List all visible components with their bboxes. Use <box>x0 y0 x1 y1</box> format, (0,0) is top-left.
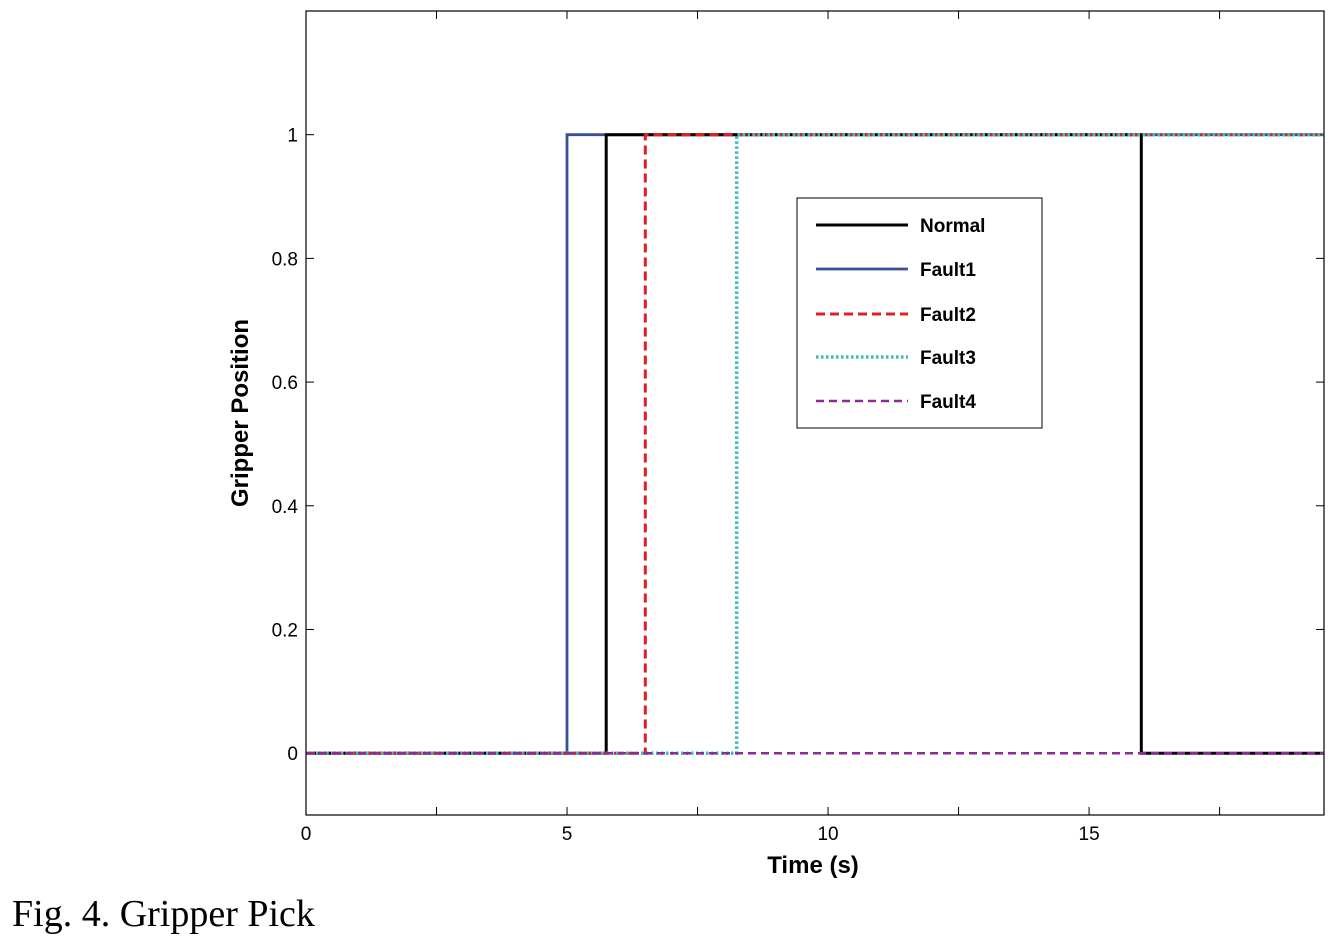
figure-caption: Fig. 4. Gripper Pick <box>12 893 315 935</box>
plot-frame <box>305 10 1325 816</box>
gripper-chart: 0 5 10 15 0 0.2 0.4 0.6 0.8 1 Time (s) Gripper Po… <box>227 10 1325 879</box>
legend-label-fault3: Fault3 <box>920 348 976 369</box>
y-tick-label: 0.4 <box>272 497 299 518</box>
y-tick-label: 0.6 <box>272 373 298 394</box>
legend-label-normal: Normal <box>920 216 985 237</box>
x-tick-label: 10 <box>817 824 838 845</box>
legend-label-fault4: Fault4 <box>920 392 976 413</box>
y-axis-label: Gripper Position <box>227 319 254 507</box>
x-axis-label: Time (s) <box>767 852 859 879</box>
x-tick-label: 5 <box>562 824 573 845</box>
y-tick-label: 0.2 <box>272 620 298 641</box>
legend-label-fault2: Fault2 <box>920 305 976 326</box>
legend-label-fault1: Fault1 <box>920 260 976 281</box>
y-tick-label: 0 <box>287 744 298 765</box>
legend: Normal Fault1 Fault2 Fault3 Fault4 <box>796 197 1043 429</box>
x-tick-label: 15 <box>1079 824 1100 845</box>
y-tick-label: 1 <box>287 126 298 147</box>
x-tick-label: 0 <box>301 824 312 845</box>
y-tick-label: 0.8 <box>272 249 298 270</box>
